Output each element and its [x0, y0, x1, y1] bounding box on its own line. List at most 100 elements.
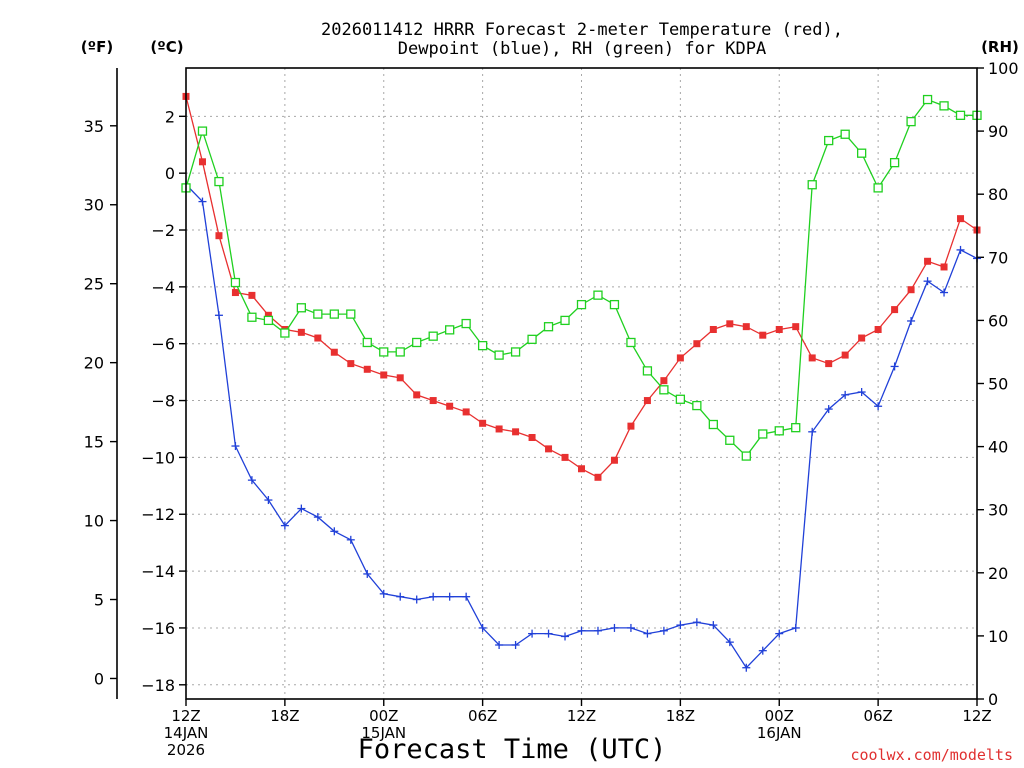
data-point: [675, 394, 686, 404]
data-point: [544, 629, 553, 638]
data-point: [758, 646, 767, 655]
celsius-tick-label: 2: [165, 107, 175, 126]
fahrenheit-tick-label: 5: [94, 591, 104, 610]
data-point: [461, 318, 471, 329]
time-tick-label: 2026: [167, 741, 205, 759]
data-point: [841, 351, 849, 359]
rh-tick-label: 100: [988, 59, 1019, 78]
time-tick-label: 06Z: [863, 707, 892, 725]
fahrenheit-tick-label: 10: [84, 512, 104, 531]
data-point: [230, 277, 241, 288]
data-point: [280, 521, 289, 530]
data-point: [858, 334, 866, 342]
data-point: [363, 365, 371, 373]
data-point: [676, 621, 685, 630]
time-tick-label: 14JAN: [164, 724, 209, 742]
data-point: [577, 626, 586, 635]
data-point: [445, 325, 455, 335]
data-point: [939, 101, 949, 111]
rh-tick-label: 50: [988, 375, 1008, 394]
data-point: [775, 629, 784, 638]
data-point: [725, 435, 735, 445]
data-point: [528, 434, 536, 442]
data-point: [659, 626, 668, 635]
data-point: [741, 451, 751, 461]
data-point: [297, 328, 305, 336]
data-point: [593, 290, 603, 300]
data-point: [329, 309, 339, 319]
data-point: [429, 592, 438, 601]
data-point: [923, 277, 932, 286]
celsius-tick-label: −16: [141, 619, 175, 638]
data-point: [924, 257, 932, 265]
data-point: [412, 337, 422, 348]
data-point: [280, 328, 290, 338]
data-point: [692, 400, 702, 411]
data-point: [659, 385, 669, 395]
data-point: [824, 405, 833, 414]
data-point: [626, 623, 635, 632]
fahrenheit-tick-label: 15: [84, 433, 104, 452]
data-point: [841, 390, 850, 399]
title-line-2: Dewpoint (blue), RH (green) for KDPA: [398, 39, 766, 59]
time-tick-label: 00Z: [765, 707, 794, 725]
fahrenheit-tick-label: 0: [94, 669, 104, 688]
data-point: [940, 288, 949, 297]
data-point: [626, 337, 636, 348]
data-point: [759, 331, 767, 339]
data-point: [478, 623, 487, 632]
grid-lines: [186, 68, 977, 699]
data-point: [479, 419, 487, 427]
data-point: [578, 465, 585, 473]
data-point: [429, 397, 437, 405]
data-point: [774, 426, 784, 436]
data-point: [445, 592, 454, 601]
rh-unit-label: (RH): [981, 38, 1019, 56]
fahrenheit-tick-label: 35: [84, 117, 104, 136]
data-point: [214, 311, 223, 320]
data-point: [906, 116, 916, 127]
data-point: [824, 135, 834, 146]
data-point: [379, 589, 388, 598]
time-tick-label: 12Z: [567, 707, 596, 725]
data-point: [907, 286, 915, 294]
data-point: [363, 569, 372, 578]
data-point: [873, 183, 883, 193]
rh-tick-label: 90: [988, 122, 1008, 141]
data-point: [808, 427, 817, 436]
data-point: [379, 347, 389, 357]
data-point: [791, 623, 800, 632]
data-point: [395, 347, 405, 357]
celsius-tick-label: 0: [165, 164, 175, 183]
data-point: [891, 306, 899, 314]
data-point: [709, 325, 717, 333]
fahrenheit-tick-label: 25: [84, 275, 104, 294]
data-point: [362, 337, 372, 348]
x-axis-label: Forecast Time (UTC): [358, 734, 667, 765]
rh-tick-label: 70: [988, 248, 1008, 267]
data-point: [446, 402, 454, 410]
title-line-1: 2026011412 HRRR Forecast 2-meter Tempera…: [321, 20, 843, 40]
data-point: [495, 640, 504, 649]
data-point: [494, 350, 504, 360]
time-tick-label: 15JAN: [361, 724, 406, 742]
data-point: [742, 663, 751, 672]
celsius-tick-label: −10: [141, 448, 175, 467]
data-point: [428, 331, 438, 341]
data-point: [198, 158, 206, 166]
data-point: [247, 476, 256, 485]
data-point: [643, 397, 651, 405]
data-point: [874, 325, 882, 333]
data-point: [412, 595, 421, 604]
data-point: [807, 180, 817, 190]
time-tick-label: 18Z: [666, 707, 695, 725]
data-point: [248, 291, 256, 299]
data-point: [462, 592, 471, 601]
data-point: [922, 94, 933, 105]
data-point: [231, 289, 239, 297]
data-point: [725, 638, 734, 647]
data-point: [593, 626, 602, 635]
data-point: [890, 362, 899, 371]
data-point: [560, 315, 570, 326]
